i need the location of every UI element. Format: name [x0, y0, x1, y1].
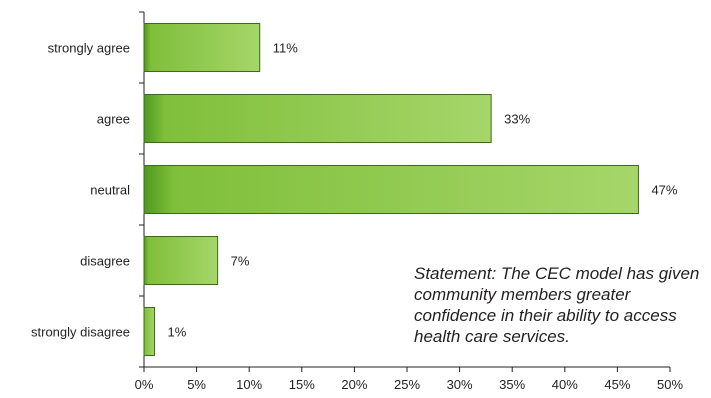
bar-neutral — [143, 165, 639, 214]
bar-strongly-agree — [143, 23, 261, 72]
bar-strongly-disagree — [143, 307, 156, 356]
data-label: 33% — [504, 112, 530, 127]
bar-disagree — [143, 236, 219, 285]
category-label: neutral — [90, 183, 130, 198]
x-tick-label: 35% — [499, 377, 525, 392]
category-label: disagree — [80, 254, 130, 269]
data-label: 1% — [168, 325, 187, 340]
x-tick-label: 20% — [341, 377, 367, 392]
plot-area: 0% 5% 10% 15% 20% 25% 30% 35% 40% 45% 50% strongly … — [31, 11, 683, 392]
x-tick-label: 10% — [236, 377, 262, 392]
category-label: strongly agree — [48, 41, 130, 56]
data-label: 7% — [231, 254, 250, 269]
data-label: 47% — [651, 183, 677, 198]
x-tick-label: 50% — [657, 377, 683, 392]
x-tick-label: 5% — [187, 377, 206, 392]
x-tick-label: 25% — [394, 377, 420, 392]
x-tick-label: 40% — [552, 377, 578, 392]
x-tick-label: 45% — [604, 377, 630, 392]
x-tick-label: 0% — [135, 377, 154, 392]
x-tick-label: 15% — [289, 377, 315, 392]
bar-agree — [143, 94, 492, 143]
category-label: agree — [97, 112, 130, 127]
statement-annotation: Statement: The CEC model has given commu… — [414, 264, 700, 346]
category-label: strongly disagree — [31, 325, 130, 340]
data-label: 11% — [273, 41, 298, 56]
x-tick-label: 30% — [447, 377, 473, 392]
